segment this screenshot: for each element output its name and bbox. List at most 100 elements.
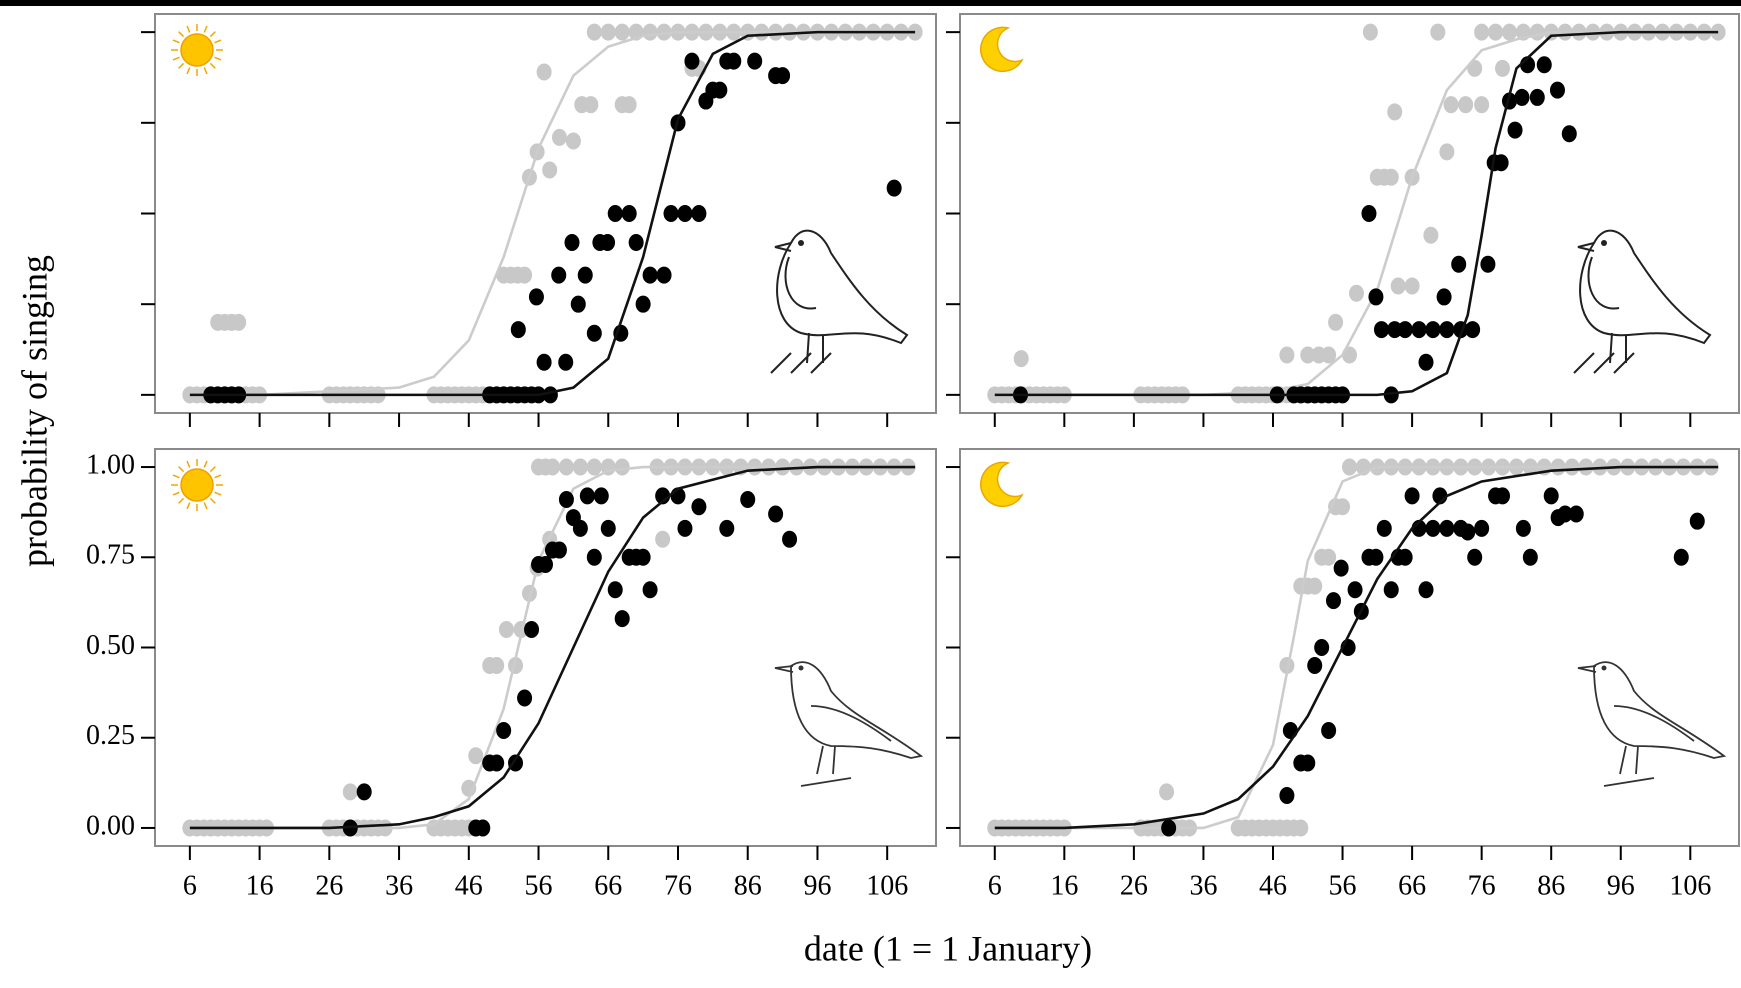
- data-point: [1430, 24, 1445, 41]
- data-point: [511, 321, 526, 338]
- data-point: [601, 24, 616, 41]
- data-point: [1550, 82, 1565, 99]
- data-point: [583, 96, 598, 113]
- data-point: [601, 520, 616, 537]
- x-tick-label: 106: [1669, 870, 1711, 901]
- data-point: [684, 53, 699, 70]
- data-point: [657, 267, 672, 284]
- data-point: [726, 53, 741, 70]
- data-point: [691, 498, 706, 515]
- data-point: [524, 621, 539, 638]
- data-point: [566, 132, 581, 149]
- data-point: [1349, 285, 1364, 302]
- data-point: [1342, 459, 1357, 476]
- data-point: [1334, 560, 1349, 577]
- data-point: [1425, 321, 1440, 338]
- data-point: [608, 205, 623, 222]
- x-tick-label: 46: [1259, 870, 1287, 901]
- data-point: [357, 783, 372, 800]
- data-point: [636, 549, 651, 566]
- data-point: [489, 657, 504, 674]
- page: {"ylabel": "probability of singing", "xl…: [0, 0, 1741, 988]
- data-point: [1159, 783, 1174, 800]
- data-point: [559, 491, 574, 508]
- data-point: [768, 505, 783, 522]
- data-point: [775, 67, 790, 84]
- data-point: [564, 234, 579, 251]
- data-point: [1405, 278, 1420, 295]
- data-point: [1363, 24, 1378, 41]
- data-point: [629, 234, 644, 251]
- data-point: [600, 234, 615, 251]
- data-point: [1439, 321, 1454, 338]
- data-point: [1444, 96, 1459, 113]
- data-point: [538, 556, 553, 573]
- data-point: [655, 531, 670, 548]
- data-point: [468, 747, 483, 764]
- data-point: [551, 267, 566, 284]
- data-point: [1328, 314, 1343, 331]
- data-point: [622, 205, 637, 222]
- data-point: [1283, 722, 1298, 739]
- data-point: [636, 296, 651, 313]
- data-point: [1690, 513, 1705, 530]
- x-tick-label: 76: [664, 870, 692, 901]
- data-point: [615, 459, 630, 476]
- x-tick-label: 26: [315, 870, 343, 901]
- data-point: [578, 267, 593, 284]
- x-tick-label: 6: [183, 870, 197, 901]
- data-point: [1516, 520, 1531, 537]
- data-point: [615, 24, 630, 41]
- data-point: [1423, 227, 1438, 244]
- data-point: [1451, 256, 1466, 273]
- data-point: [1326, 592, 1341, 609]
- bird-eye: [1602, 666, 1607, 671]
- bird-eye: [1601, 240, 1607, 246]
- data-point: [1480, 256, 1495, 273]
- data-point: [1530, 24, 1545, 41]
- sun: [181, 34, 213, 66]
- data-point: [1425, 520, 1440, 537]
- data-point: [489, 754, 504, 771]
- data-point: [1387, 103, 1402, 120]
- data-point: [1307, 578, 1322, 595]
- y-tick-label: 0.25: [86, 720, 135, 751]
- data-point: [517, 267, 532, 284]
- data-point: [559, 459, 574, 476]
- data-point: [475, 819, 490, 836]
- data-point: [571, 296, 586, 313]
- data-point: [643, 581, 658, 598]
- data-point: [1307, 657, 1322, 674]
- data-point: [1368, 549, 1383, 566]
- data-point: [712, 82, 727, 99]
- data-point: [1300, 754, 1315, 771]
- x-tick-label: 36: [1189, 870, 1217, 901]
- data-point: [529, 288, 544, 305]
- x-tick-label: 36: [385, 870, 413, 901]
- x-tick-label: 46: [455, 870, 483, 901]
- x-tick-label: 6: [988, 870, 1002, 901]
- data-point: [542, 161, 557, 178]
- y-tick-label: 0.75: [86, 540, 135, 571]
- bird-eye: [799, 666, 804, 671]
- data-point: [1439, 520, 1454, 537]
- x-tick-label: 96: [1607, 870, 1635, 901]
- x-tick-label: 16: [1050, 870, 1078, 901]
- data-point: [608, 581, 623, 598]
- data-point: [558, 354, 573, 371]
- data-point: [1314, 639, 1329, 656]
- data-point: [537, 64, 552, 81]
- data-point: [543, 386, 558, 403]
- data-point: [594, 487, 609, 504]
- x-tick-label: 86: [1537, 870, 1565, 901]
- data-point: [887, 180, 902, 197]
- data-point: [677, 205, 692, 222]
- data-point: [1361, 205, 1376, 222]
- data-point: [1495, 60, 1510, 77]
- data-point: [1293, 819, 1308, 836]
- data-point: [1014, 350, 1029, 367]
- data-point: [552, 542, 567, 559]
- data-point: [517, 690, 532, 707]
- data-point: [1465, 321, 1480, 338]
- data-point: [643, 24, 658, 41]
